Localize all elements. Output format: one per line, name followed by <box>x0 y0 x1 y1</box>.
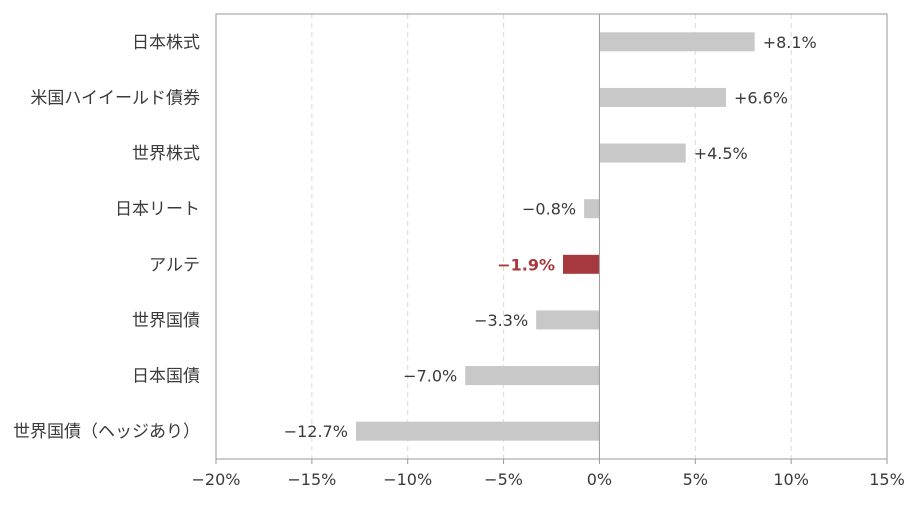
bar <box>465 366 600 386</box>
category-label: アルテ <box>149 255 200 275</box>
category-label: 日本リート <box>115 200 200 220</box>
x-tick-label: −15% <box>287 470 336 489</box>
grid-layer <box>311 14 792 459</box>
value-label: −3.3% <box>474 311 528 330</box>
bar <box>584 199 600 219</box>
value-label: −0.8% <box>522 200 576 219</box>
bar <box>536 310 600 330</box>
category-label: 世界株式 <box>132 144 200 164</box>
x-tick-label: 10% <box>773 470 809 489</box>
category-label: 米国ハイイールド債券 <box>30 88 200 108</box>
bar <box>599 87 726 107</box>
bar-layer <box>355 32 755 441</box>
category-label: 日本国債 <box>132 367 200 387</box>
value-label: −1.9% <box>497 255 555 274</box>
category-label: 世界国債（ヘッジあり） <box>13 422 200 442</box>
category-label: 日本株式 <box>132 33 200 53</box>
x-tick-label: 15% <box>869 470 905 489</box>
x-tick-label: −20% <box>192 470 241 489</box>
bar <box>599 32 755 52</box>
x-tick-label: 0% <box>587 470 612 489</box>
category-label: 世界国債 <box>132 311 200 331</box>
x-tick-label: −5% <box>484 470 523 489</box>
bar <box>599 143 686 163</box>
value-label: +8.1% <box>763 33 817 52</box>
axis-layer <box>215 13 888 464</box>
bar-highlight <box>563 254 600 274</box>
label-layer: −20% −15% −10% −5% 0% 5% 10% 15% +8.1% 日本株式 +6.6% 米… <box>13 33 905 489</box>
value-label: +4.5% <box>694 144 748 163</box>
x-tick-label: 5% <box>683 470 708 489</box>
x-tick-label: −10% <box>383 470 432 489</box>
plot-frame <box>215 13 888 460</box>
value-label: −7.0% <box>403 367 457 386</box>
value-label: +6.6% <box>734 88 788 107</box>
bar <box>355 421 600 441</box>
value-label: −12.7% <box>284 422 348 441</box>
